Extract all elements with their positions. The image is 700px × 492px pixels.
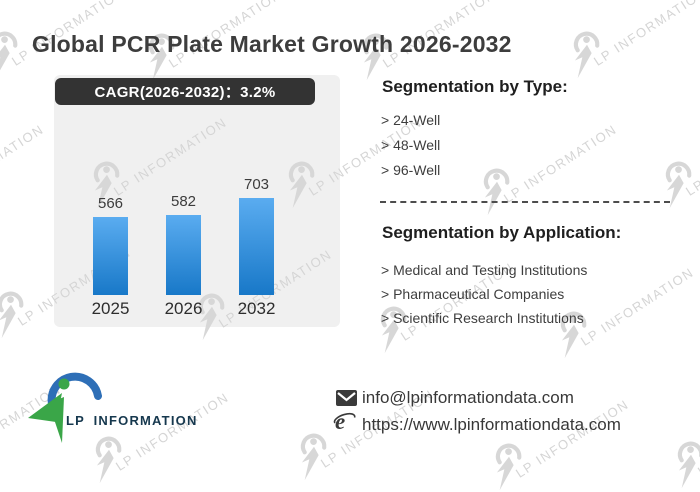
lp-information-logo [28,372,102,443]
watermark-mark-icon [0,28,24,80]
chart-bar [93,217,128,295]
watermark: LP INFORMATION [490,396,632,492]
watermark-text: LP INFORMATION [590,0,700,69]
watermark: LP INFORMATION [568,0,700,80]
segmentation-application-item: > Pharmaceutical Companies [381,286,565,302]
watermark: LP INFORMATION [0,244,134,340]
segmentation-application-heading: Segmentation by Application: [382,223,622,242]
segmentation-application-item: > Medical and Testing Institutions [381,262,588,278]
browser-icon: e [333,410,356,433]
watermark-text: LP INFORMATION [512,396,632,481]
watermark-text: LP INFORMATION [694,394,700,479]
watermark-text: LP INFORMATION [682,114,700,199]
bar-value-label: 703 [243,176,270,193]
segmentation-type-item: > 24-Well [381,112,441,128]
watermark: LP INFORMATION [672,394,700,490]
segmentation-type-heading: Segmentation by Type: [382,77,568,96]
watermark-mark-icon [672,438,700,490]
watermark: LP INFORMATION [0,0,128,80]
watermark-mark-icon [478,165,516,217]
segmentation-type-item: > 96-Well [381,162,441,178]
website-url[interactable]: https://www.lpinformationdata.com [362,415,621,434]
watermark-mark-icon [295,430,333,482]
watermark-text: LP INFORMATION [112,389,232,474]
bar-category-label: 2026 [164,299,203,318]
watermark-mark-icon [0,288,30,340]
watermark: LP INFORMATION [478,121,620,217]
bar-category-label: 2025 [91,299,130,318]
bar-category-label: 2032 [237,299,276,318]
infographic-page: { "title": "Global PCR Plate Market Grow… [0,0,700,460]
brand-name: LP INFORMATION [66,413,198,428]
svg-text:e: e [335,410,345,433]
page-title: Global PCR Plate Market Growth 2026-2032 [32,31,512,57]
chart-bar [166,215,201,295]
email-address[interactable]: info@lpinformationdata.com [362,388,574,407]
dashed-divider [380,201,670,203]
watermark-text: LP INFORMATION [500,121,620,206]
bar-value-label: 582 [170,193,197,210]
watermark-text: LP INFORMATION [0,121,47,205]
watermark: LP INFORMATION [295,386,437,482]
watermark-mark-icon [568,28,606,80]
bar-value-label: 566 [97,195,124,212]
chart-bar [239,198,274,295]
segmentation-application-item: > Scientific Research Institutions [381,310,584,326]
watermark-text: LP INFORMATION [577,264,697,349]
email-icon [336,390,357,406]
watermark-mark-icon [490,440,528,492]
cagr-badge: CAGR(2026-2032)：3.2% [55,78,315,105]
segmentation-type-item: > 48-Well [381,137,441,153]
